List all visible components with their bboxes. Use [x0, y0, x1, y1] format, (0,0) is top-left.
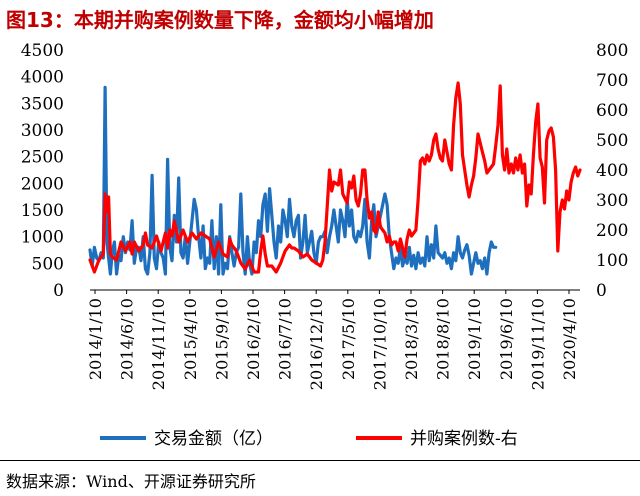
y-right-tick-label: 300 [596, 191, 628, 211]
y-right-tick-label: 500 [596, 131, 628, 151]
y-right-tick-label: 0 [596, 281, 607, 301]
y-left-tick-label: 4000 [21, 68, 64, 88]
y-left-tick-label: 500 [32, 254, 64, 274]
x-tick-label: 2017/10/10 [370, 298, 389, 390]
series-line-deal-amount [88, 85, 498, 276]
y-right-tick-label: 100 [596, 251, 628, 271]
y-right-tick-label: 200 [596, 221, 628, 241]
y-right-tick-label: 800 [596, 41, 628, 61]
x-tick-label: 2019/6/10 [497, 298, 516, 380]
figure-label: 图13： [6, 8, 74, 32]
source-note: 数据来源：Wind、开源证券研究所 [6, 472, 256, 491]
x-tick-label: 2020/4/10 [560, 298, 579, 380]
y-left-tick-label: 2500 [21, 148, 64, 168]
x-tick-label: 2017/5/10 [339, 298, 358, 380]
x-tick-label: 2014/1/10 [86, 298, 105, 380]
y-left-tick-label: 0 [53, 281, 64, 301]
x-tick-label: 2018/3/10 [402, 298, 421, 380]
legend-label-deal-count: 并购案例数-右 [410, 429, 518, 449]
y-left-tick-label: 4500 [21, 41, 64, 61]
y-left-tick-label: 3000 [21, 121, 64, 141]
x-tick-label: 2014/11/10 [149, 298, 168, 390]
figure-title: 图13：本期并购案例数量下降，金额均小幅增加 [6, 4, 434, 33]
y-right-tick-label: 600 [596, 101, 628, 121]
x-tick-label: 2018/8/10 [434, 298, 453, 380]
y-left-tick-label: 1500 [21, 201, 64, 221]
x-tick-label: 2016/7/10 [276, 298, 295, 380]
x-tick-label: 2016/12/10 [307, 298, 326, 390]
x-tick-label: 2019/1/10 [465, 298, 484, 380]
x-tick-label: 2014/6/10 [118, 298, 137, 380]
y-right-tick-label: 700 [596, 71, 628, 91]
x-tick-label: 2016/2/10 [244, 298, 263, 380]
x-tick-label: 2015/4/10 [181, 298, 200, 380]
y-left-tick-label: 3500 [21, 94, 64, 114]
legend-label-deal-amount: 交易金额（亿） [154, 429, 273, 449]
y-right-tick-label: 400 [596, 161, 628, 181]
y-left-tick-label: 2000 [21, 174, 64, 194]
x-tick-label: 2019/11/10 [528, 298, 547, 390]
divider [0, 460, 640, 461]
x-tick-label: 2015/9/10 [212, 298, 231, 380]
y-left-tick-label: 1000 [21, 228, 64, 248]
series-line-deal-count [88, 81, 582, 274]
figure-title-text: 本期并购案例数量下降，金额均小幅增加 [73, 8, 434, 32]
